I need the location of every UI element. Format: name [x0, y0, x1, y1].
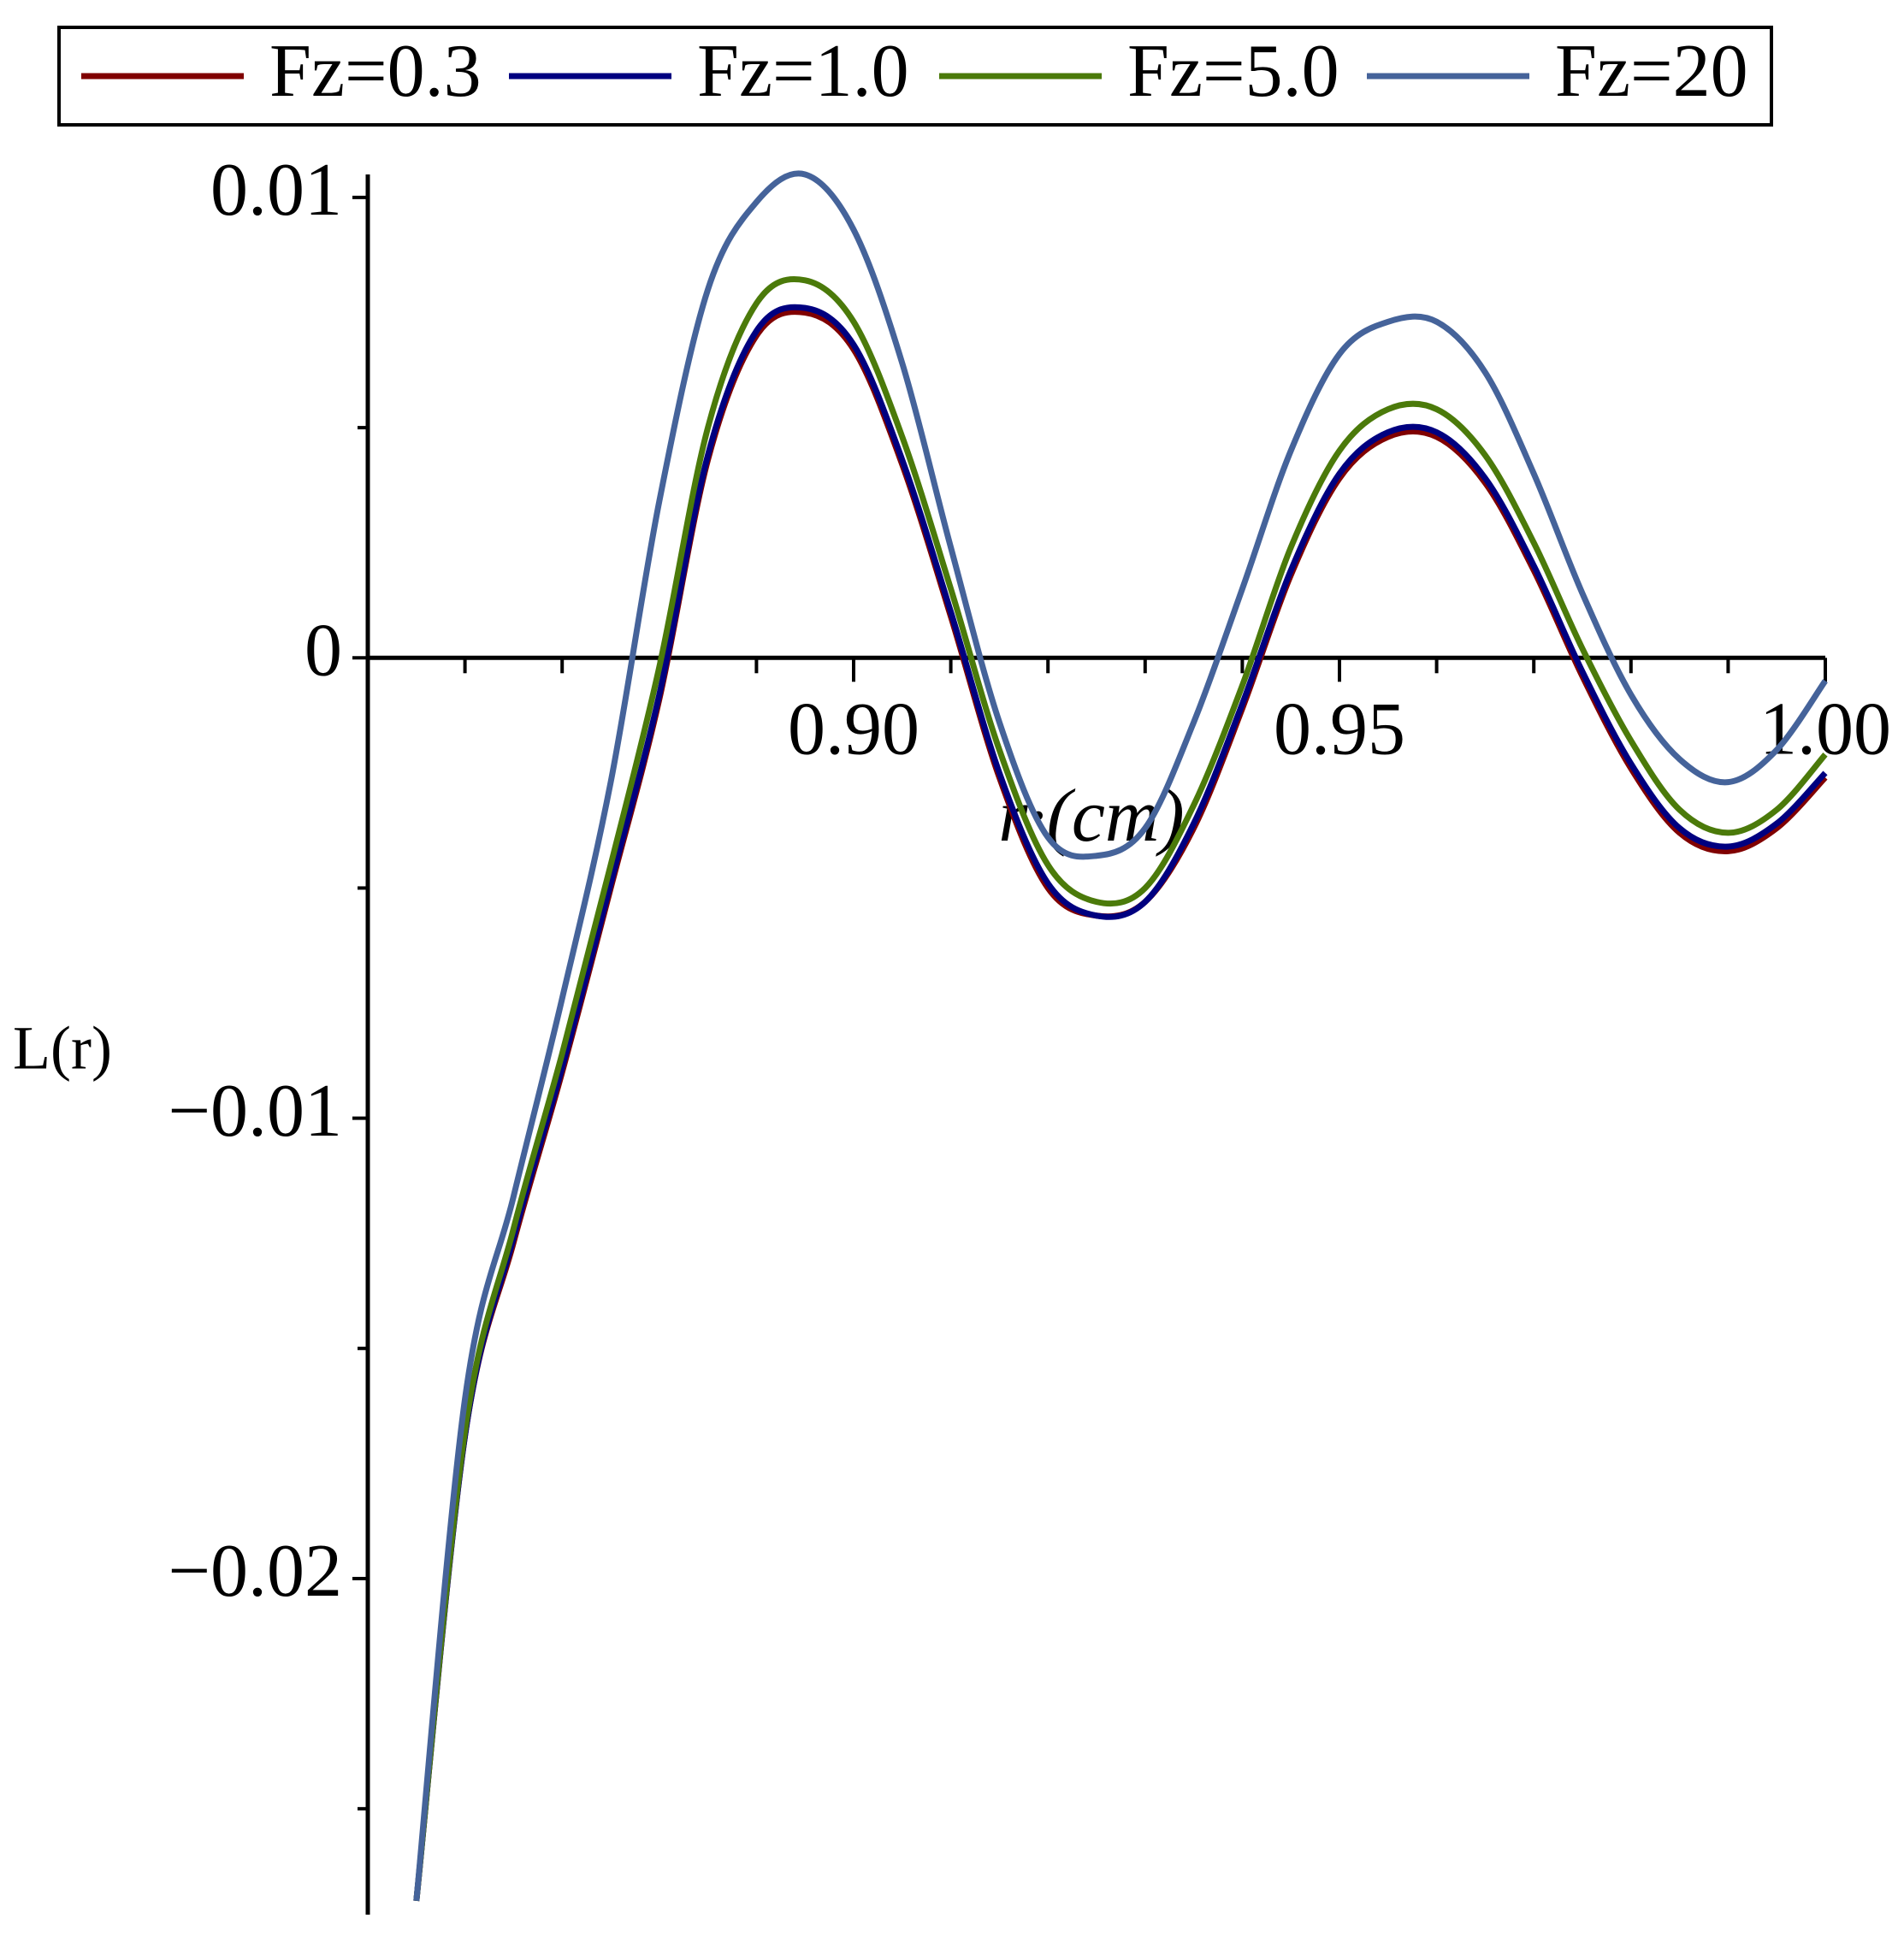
y-tick-label: 0: [305, 609, 342, 692]
y-axis-label: L(r): [13, 1014, 112, 1083]
legend-label: Fz=20: [1555, 30, 1748, 113]
series-line: [413, 309, 1828, 1902]
y-tick-label: 0.01: [210, 149, 342, 232]
y-tick-label: −0.01: [168, 1070, 342, 1153]
x-tick-label: 0.90: [788, 688, 919, 770]
series-line: [413, 304, 1828, 1902]
legend-label: Fz=1.0: [697, 30, 909, 113]
series-line: [413, 170, 1828, 1902]
y-tick-label: −0.02: [168, 1530, 342, 1613]
legend-label: Fz=5.0: [1127, 30, 1339, 113]
legend-label: Fz=0.3: [269, 30, 482, 113]
series-line: [413, 275, 1828, 1902]
x-tick-label: 0.95: [1274, 688, 1405, 770]
